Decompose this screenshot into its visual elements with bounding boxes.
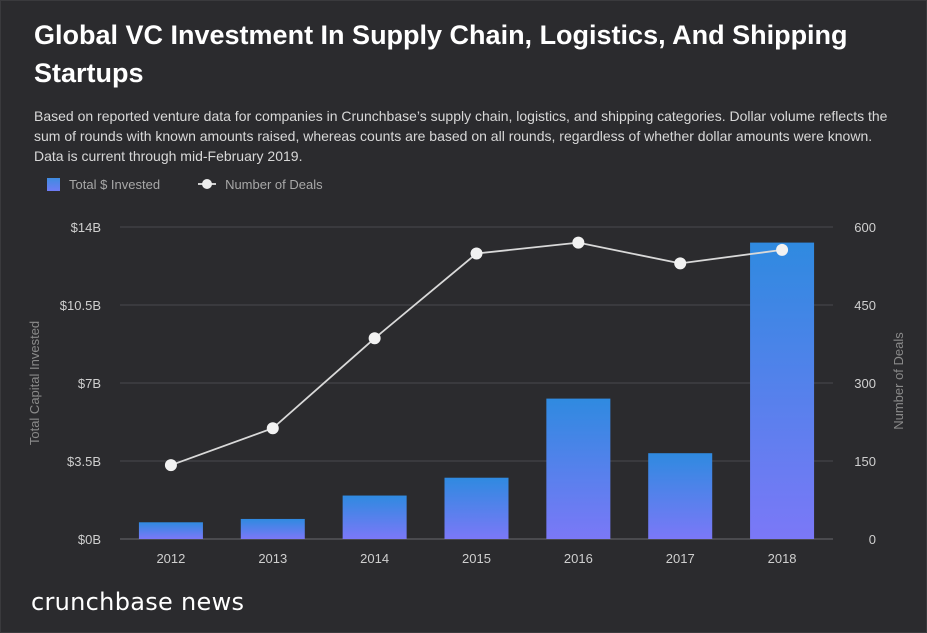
- bar-2015: [444, 477, 509, 539]
- y-right-tick-label: 0: [869, 532, 876, 547]
- x-tick-label: 2015: [462, 551, 491, 566]
- deals-point-2013: [266, 422, 279, 435]
- x-tick-label: 2016: [564, 551, 593, 566]
- y-right-tick-label: 450: [854, 298, 876, 313]
- line-marker-icon: [198, 179, 217, 189]
- bar-2018: [750, 242, 815, 539]
- bar-2017: [648, 453, 713, 539]
- deals-point-2018: [776, 243, 789, 256]
- y-left-tick-label: $7B: [78, 376, 101, 391]
- y-left-axis-title: Total Capital Invested: [27, 321, 42, 445]
- chart-legend: Total $ Invested Number of Deals: [47, 175, 361, 193]
- x-tick-label: 2013: [258, 551, 287, 566]
- bar-swatch-icon: [47, 177, 60, 191]
- legend-item-bars[interactable]: Total $ Invested: [47, 177, 160, 192]
- deals-line: [170, 241, 783, 467]
- deals-point-2016: [572, 236, 585, 249]
- y-right-axis-title: Number of Deals: [891, 332, 906, 430]
- bar-2013: [240, 518, 305, 539]
- legend-label-line: Number of Deals: [225, 176, 323, 192]
- y-right-tick-label: 150: [854, 454, 876, 469]
- deals-point-2017: [674, 257, 687, 270]
- axes: $0B $3.5B $7B $10.5B $14B 0 150 300 450 600 Total …: [27, 220, 906, 566]
- y-right-tick-label: 600: [854, 220, 876, 235]
- legend-item-line[interactable]: Number of Deals: [198, 177, 323, 192]
- x-tick-label: 2012: [156, 551, 185, 566]
- bar-2012: [138, 522, 203, 539]
- x-tick-label: 2014: [360, 551, 389, 566]
- chart-title: Global VC Investment In Supply Chain, Lo…: [34, 20, 848, 88]
- legend-label-bars: Total $ Invested: [69, 176, 161, 192]
- bar-2016: [546, 398, 611, 539]
- y-left-tick-label: $3.5B: [67, 454, 101, 469]
- deals-point-2015: [470, 247, 483, 260]
- x-tick-label: 2017: [666, 551, 695, 566]
- brand-logo[interactable]: crunchbase news: [31, 588, 245, 616]
- bar-2014: [342, 495, 407, 539]
- y-right-tick-label: 300: [854, 376, 876, 391]
- deals-point-2012: [164, 459, 177, 472]
- y-left-tick-label: $14B: [71, 220, 101, 235]
- x-tick-label: 2018: [768, 551, 797, 566]
- deals-point-2014: [368, 332, 381, 345]
- y-left-tick-label: $0B: [78, 532, 101, 547]
- y-left-tick-label: $10.5B: [60, 298, 101, 313]
- line-series: [164, 236, 789, 472]
- bar-series: [138, 242, 815, 539]
- chart-subtitle: Based on reported venture data for compa…: [34, 108, 888, 164]
- grid-lines: [120, 226, 833, 540]
